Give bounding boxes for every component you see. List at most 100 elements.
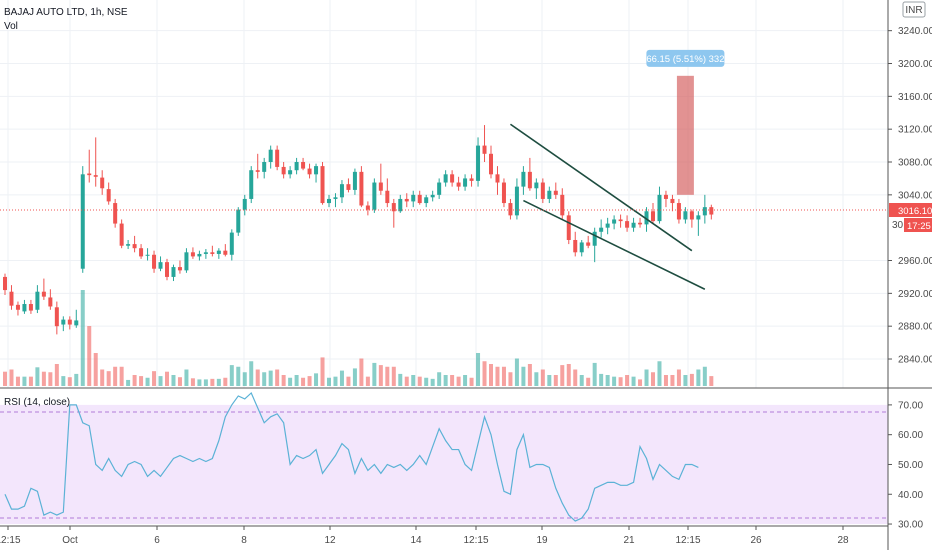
candle-body[interactable] [15, 304, 20, 310]
candle-body[interactable] [236, 209, 241, 233]
candle-body[interactable] [165, 262, 169, 277]
candle-body[interactable] [145, 254, 150, 256]
candle-body[interactable] [378, 182, 383, 191]
candle-body[interactable] [586, 242, 591, 246]
candle-body[interactable] [489, 153, 493, 175]
candle-body[interactable] [9, 291, 14, 306]
candle-body[interactable] [268, 149, 273, 163]
candle-body[interactable] [139, 248, 144, 257]
candle-body[interactable] [437, 182, 442, 195]
candle-body[interactable] [527, 171, 532, 189]
candle-body[interactable] [22, 304, 27, 312]
candle-body[interactable] [28, 304, 33, 311]
candle-body[interactable] [87, 173, 92, 176]
candles[interactable] [3, 125, 714, 335]
candle-body[interactable] [618, 219, 623, 222]
candle-body[interactable] [456, 182, 461, 187]
candle-body[interactable] [54, 307, 59, 327]
candle-body[interactable] [100, 177, 105, 189]
candle-body[interactable] [612, 219, 617, 224]
candle-body[interactable] [106, 189, 111, 202]
candle-body[interactable] [216, 250, 221, 254]
candle-body[interactable] [501, 182, 506, 204]
candle-body[interactable] [275, 149, 280, 167]
candle-body[interactable] [560, 194, 565, 216]
candle-body[interactable] [359, 171, 364, 206]
candle-body[interactable] [294, 162, 299, 171]
candle-body[interactable] [508, 203, 513, 216]
candle-body[interactable] [696, 215, 701, 220]
candle-body[interactable] [203, 252, 208, 254]
candle-body[interactable] [242, 198, 247, 210]
candle-body[interactable] [210, 252, 215, 254]
candle-body[interactable] [566, 215, 571, 240]
candle-body[interactable] [320, 166, 325, 204]
candle-body[interactable] [540, 182, 545, 199]
channel-lower-line[interactable] [523, 199, 706, 290]
candle-body[interactable] [443, 174, 448, 183]
candle-body[interactable] [663, 194, 668, 199]
candle-body[interactable] [417, 194, 422, 204]
measure-tool[interactable]: 166.15 (5.51%) 3323 [641, 49, 730, 195]
candle-body[interactable] [152, 254, 157, 269]
candle-body[interactable] [301, 162, 306, 169]
candle-body[interactable] [255, 170, 260, 172]
candle-body[interactable] [158, 262, 163, 269]
candle-body[interactable] [599, 227, 604, 232]
candle-body[interactable] [424, 197, 429, 204]
candle-body[interactable] [404, 198, 409, 202]
candle-body[interactable] [592, 231, 597, 246]
candle-body[interactable] [683, 211, 688, 220]
candle-body[interactable] [521, 171, 526, 187]
candle-body[interactable] [41, 291, 46, 297]
candle-body[interactable] [573, 239, 578, 253]
candle-body[interactable] [288, 170, 293, 175]
candle-body[interactable] [372, 182, 377, 210]
candle-body[interactable] [463, 178, 468, 187]
candle-body[interactable] [644, 211, 649, 225]
candle-body[interactable] [709, 207, 714, 215]
candle-body[interactable] [391, 203, 396, 212]
candle-body[interactable] [197, 253, 202, 257]
candle-body[interactable] [605, 223, 610, 228]
candle-body[interactable] [184, 252, 189, 271]
candle-body[interactable] [333, 197, 338, 199]
candle-body[interactable] [307, 168, 312, 175]
candle-body[interactable] [476, 145, 481, 181]
candle-body[interactable] [119, 223, 124, 246]
candle-body[interactable] [365, 205, 370, 210]
candle-body[interactable] [495, 174, 500, 183]
candle-body[interactable] [249, 170, 254, 199]
candle-body[interactable] [223, 250, 228, 255]
candle-body[interactable] [61, 319, 66, 325]
candle-body[interactable] [702, 207, 707, 216]
candle-body[interactable] [553, 190, 558, 195]
candle-body[interactable] [346, 184, 351, 190]
candle-body[interactable] [352, 171, 357, 190]
candle-body[interactable] [3, 276, 7, 291]
currency-badge[interactable] [902, 1, 926, 18]
candle-body[interactable] [625, 221, 630, 228]
candle-body[interactable] [126, 244, 131, 246]
candle-body[interactable] [689, 211, 694, 220]
candle-body[interactable] [229, 232, 234, 255]
candle-body[interactable] [430, 194, 435, 198]
measure-range-box[interactable] [676, 75, 694, 195]
candle-body[interactable] [171, 267, 176, 277]
rsi-legend[interactable]: RSI (14, close) [4, 397, 70, 408]
candle-body[interactable] [48, 297, 53, 307]
candle-body[interactable] [262, 162, 267, 172]
candle-body[interactable] [190, 252, 195, 257]
candle-body[interactable] [80, 174, 85, 269]
candle-body[interactable] [651, 211, 655, 222]
candle-body[interactable] [514, 186, 519, 216]
candle-body[interactable] [631, 222, 636, 228]
candle-body[interactable] [74, 320, 79, 326]
candle-body[interactable] [482, 145, 487, 154]
candle-body[interactable] [385, 190, 390, 204]
candle-body[interactable] [638, 222, 643, 225]
candle-body[interactable] [93, 175, 98, 177]
candle-body[interactable] [657, 194, 662, 222]
candle-body[interactable] [670, 198, 675, 204]
candle-body[interactable] [132, 244, 137, 249]
